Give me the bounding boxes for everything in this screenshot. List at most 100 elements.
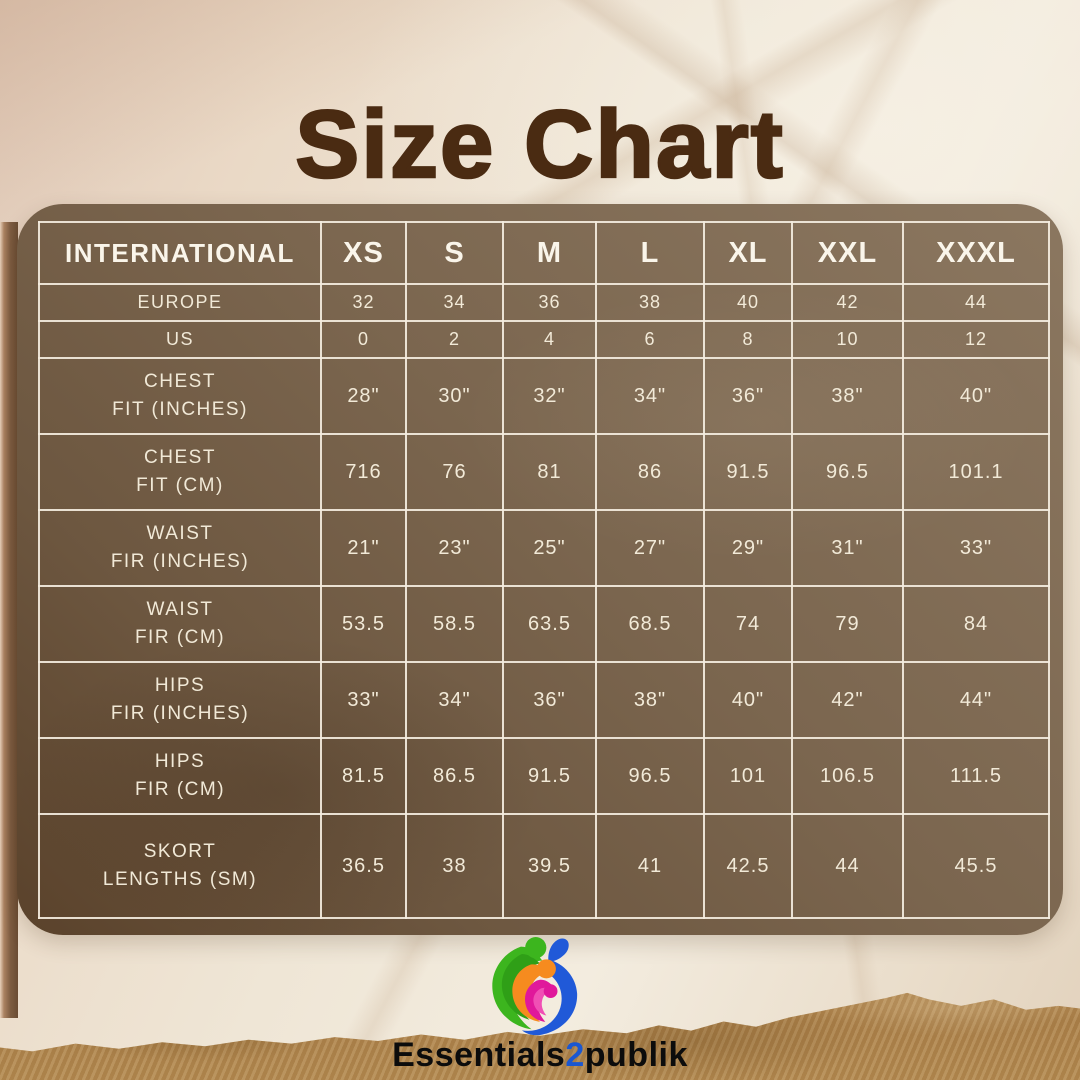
table-cell: 86.5 (405, 737, 504, 815)
table-cell: 34" (595, 357, 705, 435)
table-cell: 106.5 (791, 737, 904, 815)
table-row: WAIST FIR (CM) 53.5 58.5 63.5 68.5 74 79 84 (38, 585, 1050, 663)
brand-name-accent: 2 (565, 1036, 585, 1074)
table-cell: 101.1 (902, 433, 1050, 511)
row-label: US (38, 320, 322, 359)
column-header-size-l: L (595, 221, 705, 285)
table-cell: 12 (902, 320, 1050, 359)
table-cell: 33" (902, 509, 1050, 587)
table-cell: 40 (703, 283, 793, 322)
brand-name-suffix: publik (584, 1036, 688, 1074)
table-cell: 79 (791, 585, 904, 663)
table-cell: 96.5 (595, 737, 705, 815)
table-row: US 0 2 4 6 8 10 12 (38, 320, 1050, 359)
paper-left-edge-shading (0, 222, 18, 1018)
table-cell: 4 (502, 320, 597, 359)
table-cell: 10 (791, 320, 904, 359)
table-row: EUROPE 32 34 36 38 40 42 44 (38, 283, 1050, 322)
table-cell: 44 (791, 813, 904, 919)
table-cell: 29" (703, 509, 793, 587)
table-cell: 91.5 (502, 737, 597, 815)
page-title: Size Chart (294, 90, 785, 200)
table-cell: 38 (405, 813, 504, 919)
table-cell: 44" (902, 661, 1050, 739)
table-cell: 44 (902, 283, 1050, 322)
table-cell: 42 (791, 283, 904, 322)
table-cell: 53.5 (320, 585, 407, 663)
brand-name-prefix: Essentials (392, 1036, 566, 1074)
table-cell: 96.5 (791, 433, 904, 511)
table-cell: 39.5 (502, 813, 597, 919)
table-cell: 32" (502, 357, 597, 435)
table-cell: 76 (405, 433, 504, 511)
column-header-size-s: S (405, 221, 504, 285)
table-cell: 21" (320, 509, 407, 587)
table-cell: 58.5 (405, 585, 504, 663)
table-cell: 38" (791, 357, 904, 435)
table-cell: 63.5 (502, 585, 597, 663)
table-cell: 36" (502, 661, 597, 739)
table-cell: 40" (703, 661, 793, 739)
table-cell: 74 (703, 585, 793, 663)
table-cell: 111.5 (902, 737, 1050, 815)
brand-logo: Essentials2publik (380, 936, 700, 1075)
table-cell: 36 (502, 283, 597, 322)
table-row: CHEST FIT (INCHES) 28" 30" 32" 34" 36" 38" 40" (38, 357, 1050, 435)
table-cell: 36" (703, 357, 793, 435)
column-header-size-m: M (502, 221, 597, 285)
table-cell: 6 (595, 320, 705, 359)
table-cell: 38 (595, 283, 705, 322)
table-cell: 2 (405, 320, 504, 359)
table-cell: 86 (595, 433, 705, 511)
table-cell: 34 (405, 283, 504, 322)
row-label: HIPS FIR (CM) (38, 737, 322, 815)
row-label: CHEST FIT (CM) (38, 433, 322, 511)
table-cell: 0 (320, 320, 407, 359)
size-table-body: EUROPE 32 34 36 38 40 42 44 US 0 2 4 6 8 10 12 CHEST FIT… (38, 283, 1050, 919)
brand-logo-text: Essentials2publik (380, 1036, 700, 1075)
table-cell: 81.5 (320, 737, 407, 815)
table-row: WAIST FIR (INCHES) 21" 23" 25" 27" 29" 31" 33" (38, 509, 1050, 587)
table-cell: 36.5 (320, 813, 407, 919)
table-cell: 30" (405, 357, 504, 435)
table-cell: 716 (320, 433, 407, 511)
row-label: CHEST FIT (INCHES) (38, 357, 322, 435)
row-label: SKORT LENGTHS (SM) (38, 813, 322, 919)
table-row: HIPS FIR (INCHES) 33" 34" 36" 38" 40" 42" 44" (38, 661, 1050, 739)
size-table-head-row: INTERNATIONAL XS S M L XL XXL XXXL (38, 221, 1050, 285)
table-cell: 34" (405, 661, 504, 739)
table-cell: 32 (320, 283, 407, 322)
column-header-size-xxl: XXL (791, 221, 904, 285)
table-cell: 45.5 (902, 813, 1050, 919)
row-label: HIPS FIR (INCHES) (38, 661, 322, 739)
table-row: SKORT LENGTHS (SM) 36.5 38 39.5 41 42.5 44 45.5 (38, 813, 1050, 919)
table-cell: 8 (703, 320, 793, 359)
table-cell: 25" (502, 509, 597, 587)
people-swirl-logo-icon (492, 937, 578, 1036)
column-header-size-xs: XS (320, 221, 407, 285)
table-cell: 28" (320, 357, 407, 435)
table-cell: 38" (595, 661, 705, 739)
table-cell: 33" (320, 661, 407, 739)
size-chart-table: INTERNATIONAL XS S M L XL XXL XXXL EUROPE 32 34 36… (38, 221, 1050, 919)
table-cell: 42" (791, 661, 904, 739)
table-cell: 84 (902, 585, 1050, 663)
table-cell: 23" (405, 509, 504, 587)
column-header-international: INTERNATIONAL (38, 221, 322, 285)
table-cell: 40" (902, 357, 1050, 435)
row-label: WAIST FIR (CM) (38, 585, 322, 663)
table-row: HIPS FIR (CM) 81.5 86.5 91.5 96.5 101 106.5 111… (38, 737, 1050, 815)
table-cell: 42.5 (703, 813, 793, 919)
table-cell: 68.5 (595, 585, 705, 663)
column-header-size-xl: XL (703, 221, 793, 285)
table-cell: 81 (502, 433, 597, 511)
table-cell: 31" (791, 509, 904, 587)
table-row: CHEST FIT (CM) 716 76 81 86 91.5 96.5 101.1 (38, 433, 1050, 511)
table-cell: 41 (595, 813, 705, 919)
table-cell: 101 (703, 737, 793, 815)
size-chart-panel: INTERNATIONAL XS S M L XL XXL XXXL EUROPE 32 34 36… (17, 204, 1063, 935)
row-label: WAIST FIR (INCHES) (38, 509, 322, 587)
column-header-size-xxxl: XXXL (902, 221, 1050, 285)
table-cell: 27" (595, 509, 705, 587)
row-label: EUROPE (38, 283, 322, 322)
